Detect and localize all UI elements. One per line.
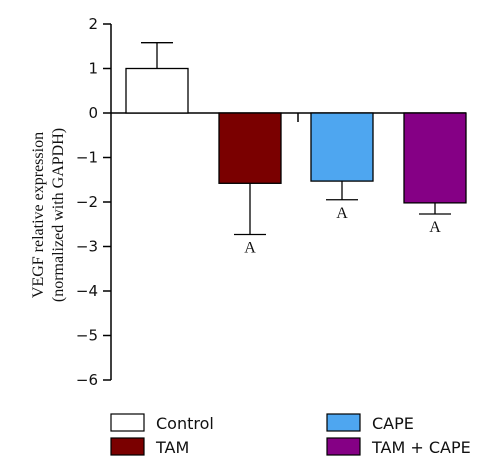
y-tick-label: 0 [88, 104, 98, 122]
bar-tam [218, 112, 282, 184]
bars: A A A [125, 42, 467, 256]
legend-label: Control [156, 414, 214, 433]
significance-label: A [336, 205, 348, 222]
legend-swatch [326, 413, 361, 432]
legend-label: TAM + CAPE [371, 438, 471, 457]
bar-control [125, 67, 189, 114]
legend-label: TAM [155, 438, 189, 457]
y-tick-label: −2 [76, 193, 98, 211]
y-tick-label: −1 [76, 149, 98, 167]
legend-swatch [110, 437, 145, 456]
legend-swatch [110, 413, 145, 432]
y-tick-label: −6 [76, 371, 98, 389]
legend-label: CAPE [372, 414, 414, 433]
y-tick-label: 1 [88, 60, 98, 78]
bar-tam-cape [403, 112, 467, 204]
legend: Control TAM CAPE TAM + CAPE [110, 413, 471, 457]
y-tick-label: −3 [76, 238, 98, 256]
y-tick-label: −4 [76, 282, 98, 300]
y-axis-title: VEGF relative expression (normalized wit… [30, 128, 67, 302]
y-tick-label: 2 [88, 15, 98, 33]
significance-label: A [429, 219, 441, 236]
y-axis-label-line2: (normalized with GAPDH) [50, 128, 67, 302]
legend-swatch [326, 437, 361, 456]
y-tick-label: −5 [76, 327, 98, 345]
significance-label: A [244, 239, 256, 256]
y-axis-label-line1: VEGF relative expression [30, 132, 47, 298]
bar-cape [310, 112, 374, 182]
